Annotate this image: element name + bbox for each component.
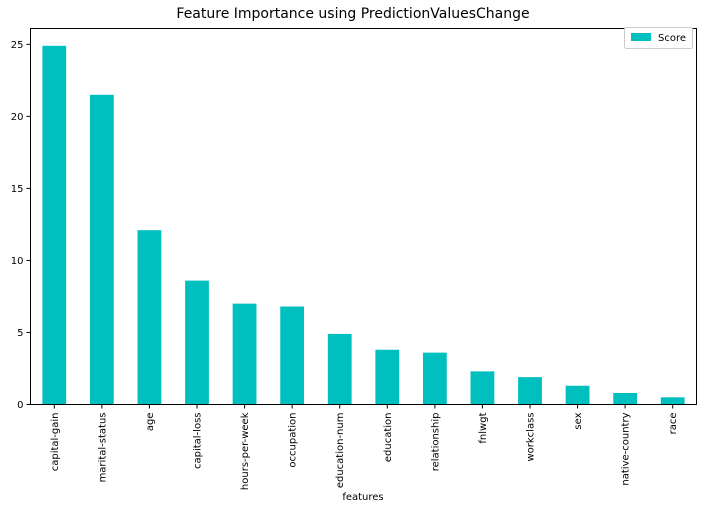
x-tick-label: hours-per-week (240, 412, 251, 490)
y-tick-label: 10 (11, 256, 24, 267)
y-tick-label: 0 (17, 400, 23, 411)
bar-education (375, 350, 399, 405)
x-tick-label: education-num (335, 413, 346, 489)
y-tick-label: 15 (11, 184, 24, 195)
x-axis-ticks: capital-gain marital-status age capital-los… (50, 405, 679, 491)
x-tick-label: occupation (288, 413, 299, 468)
y-tick-label: 20 (11, 112, 24, 123)
bar-age (138, 230, 162, 404)
bar-occupation (280, 307, 304, 405)
x-tick-label: capital-gain (50, 413, 61, 472)
y-tick-label: 5 (17, 328, 23, 339)
x-tick-label: age (145, 413, 156, 432)
bar-workclass (518, 377, 542, 404)
legend-label: Score (658, 33, 686, 44)
bar-relationship (423, 353, 447, 405)
x-tick-label: sex (573, 412, 584, 429)
bar-native-country (613, 393, 637, 405)
chart-title: Feature Importance using PredictionValue… (176, 6, 529, 22)
x-tick-label: race (668, 413, 679, 435)
plot-frame (31, 29, 697, 405)
bar-capital-gain (42, 46, 66, 405)
x-tick-label: relationship (430, 413, 441, 472)
legend-swatch (631, 33, 651, 41)
legend: Score (625, 28, 693, 49)
bar-sex (566, 386, 590, 405)
x-tick-label: native-country (621, 412, 632, 485)
x-tick-label: fnlwgt (478, 412, 489, 443)
bar-race (661, 397, 685, 404)
x-axis-label: features (342, 492, 383, 503)
bar-education-num (328, 334, 352, 405)
x-tick-label: capital-loss (193, 413, 204, 470)
x-tick-label: workclass (526, 413, 537, 462)
x-tick-label: marital-status (97, 413, 108, 483)
bar-fnlwgt (471, 371, 495, 404)
x-tick-label: education (383, 413, 394, 463)
bar-hours-per-week (233, 304, 257, 405)
y-axis-ticks: 0 5 10 15 20 25 (11, 40, 31, 411)
y-tick-label: 25 (11, 40, 24, 51)
bar-marital-status (90, 95, 114, 405)
bars (42, 46, 684, 405)
bar-capital-loss (185, 281, 209, 405)
